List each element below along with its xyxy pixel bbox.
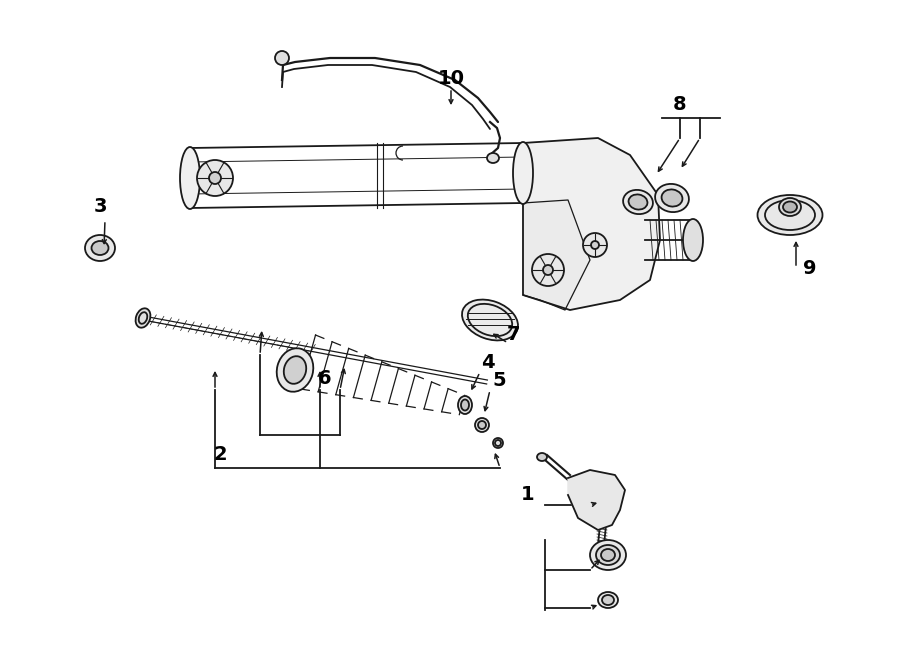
Ellipse shape bbox=[458, 396, 472, 414]
Ellipse shape bbox=[537, 453, 547, 461]
Text: 2: 2 bbox=[213, 446, 227, 465]
Polygon shape bbox=[523, 200, 590, 310]
Ellipse shape bbox=[462, 299, 518, 340]
Ellipse shape bbox=[623, 190, 652, 214]
Ellipse shape bbox=[683, 219, 703, 261]
Ellipse shape bbox=[513, 142, 533, 204]
Text: 1: 1 bbox=[521, 485, 535, 504]
Ellipse shape bbox=[85, 235, 115, 261]
Ellipse shape bbox=[475, 418, 489, 432]
Ellipse shape bbox=[92, 241, 109, 255]
Ellipse shape bbox=[209, 172, 221, 184]
Text: 8: 8 bbox=[673, 95, 687, 114]
Ellipse shape bbox=[779, 198, 801, 216]
Polygon shape bbox=[568, 470, 625, 530]
Ellipse shape bbox=[532, 254, 564, 286]
Text: 4: 4 bbox=[482, 352, 495, 371]
Ellipse shape bbox=[602, 595, 614, 605]
Ellipse shape bbox=[662, 190, 682, 207]
Text: 9: 9 bbox=[803, 258, 817, 278]
Ellipse shape bbox=[628, 194, 647, 210]
Ellipse shape bbox=[598, 592, 618, 608]
Ellipse shape bbox=[758, 195, 823, 235]
Text: 10: 10 bbox=[437, 69, 464, 87]
Circle shape bbox=[275, 51, 289, 65]
Ellipse shape bbox=[596, 545, 620, 565]
Ellipse shape bbox=[601, 549, 615, 561]
Text: 7: 7 bbox=[506, 325, 520, 344]
Text: 3: 3 bbox=[94, 198, 107, 217]
Ellipse shape bbox=[478, 421, 486, 429]
Ellipse shape bbox=[590, 540, 626, 570]
Ellipse shape bbox=[461, 399, 469, 410]
Ellipse shape bbox=[655, 184, 688, 212]
Ellipse shape bbox=[583, 233, 607, 257]
Ellipse shape bbox=[180, 147, 200, 209]
Ellipse shape bbox=[197, 160, 233, 196]
Ellipse shape bbox=[543, 265, 553, 275]
Ellipse shape bbox=[276, 348, 313, 392]
Ellipse shape bbox=[493, 438, 503, 448]
Ellipse shape bbox=[783, 202, 797, 212]
Ellipse shape bbox=[136, 308, 150, 328]
Text: 6: 6 bbox=[319, 368, 332, 387]
Ellipse shape bbox=[591, 241, 599, 249]
Polygon shape bbox=[523, 138, 660, 310]
Ellipse shape bbox=[487, 153, 499, 163]
Ellipse shape bbox=[284, 356, 306, 384]
Text: 5: 5 bbox=[492, 371, 506, 389]
